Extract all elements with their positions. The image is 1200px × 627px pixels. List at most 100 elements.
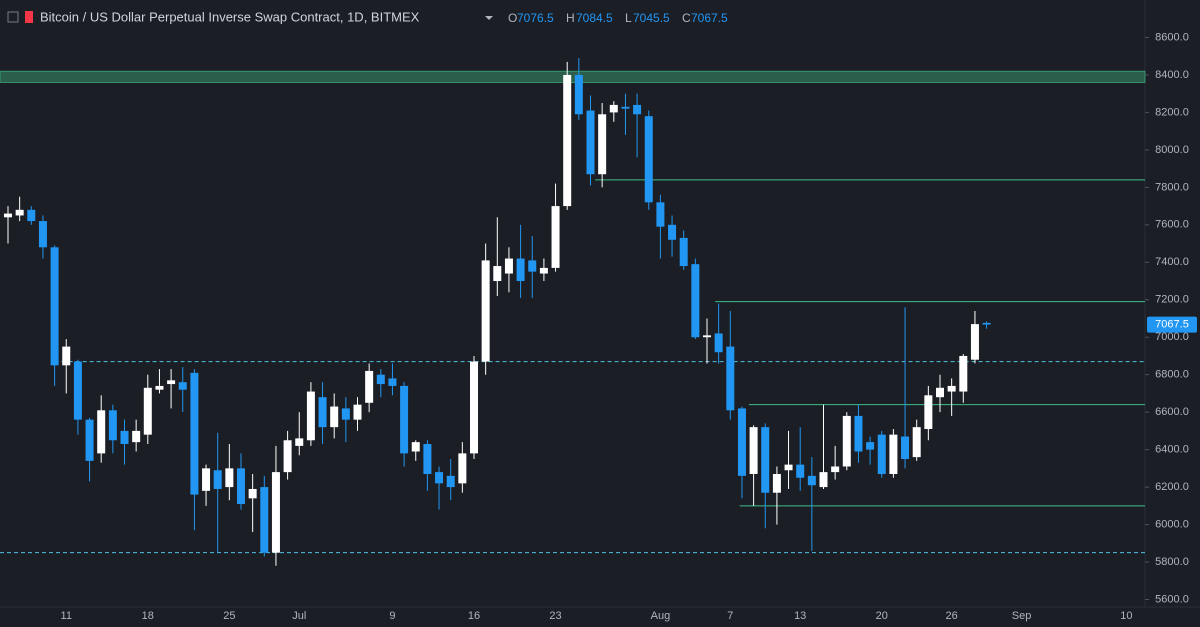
candle-body	[97, 410, 106, 454]
candle-body	[353, 404, 362, 420]
candle-body	[493, 266, 502, 282]
low-key: L	[625, 11, 632, 25]
candle-body	[574, 74, 583, 115]
y-tick-label: 8600.0	[1155, 31, 1189, 43]
candle-body	[411, 442, 420, 452]
candle-body	[563, 74, 572, 207]
low-value: 7045.5	[633, 11, 670, 25]
x-tick-label: 11	[61, 610, 72, 622]
candle-body	[866, 442, 875, 450]
resistance-zone	[0, 70, 1146, 83]
close-value: 7067.5	[691, 11, 728, 25]
x-tick-label: 23	[549, 610, 561, 622]
y-tick-label: 6400.0	[1155, 444, 1189, 456]
candle-body	[50, 247, 59, 366]
y-tick-label: 5800.0	[1155, 556, 1189, 568]
candle-body	[481, 260, 490, 362]
candle-body	[901, 436, 910, 459]
candle-body	[120, 430, 129, 445]
high-key: H	[566, 11, 575, 25]
dropdown-icon[interactable]	[485, 16, 493, 20]
flag-icon[interactable]	[25, 11, 33, 23]
candle-body	[598, 114, 607, 175]
candle-body	[936, 387, 944, 398]
candle-body	[260, 487, 269, 553]
plot	[0, 58, 1146, 566]
candle-body	[668, 224, 677, 240]
candle-body	[656, 202, 665, 227]
candle-body	[178, 382, 187, 390]
y-tick-label: 7200.0	[1155, 294, 1189, 306]
candle-body	[679, 237, 688, 267]
candle-body	[528, 260, 537, 272]
x-tick-label: 18	[142, 610, 154, 622]
x-tick-label: 13	[794, 610, 806, 622]
candle-body	[796, 464, 805, 478]
price-tag-label: 7067.5	[1155, 318, 1189, 330]
candle-body	[737, 408, 746, 476]
y-tick-label: 8200.0	[1155, 106, 1189, 118]
y-tick-label: 7000.0	[1155, 331, 1189, 343]
candle-body	[982, 322, 991, 325]
y-tick-label: 7600.0	[1155, 219, 1189, 231]
candle-body	[15, 209, 24, 216]
candle-body	[912, 427, 921, 458]
y-tick-label: 6600.0	[1155, 406, 1189, 418]
candle-body	[633, 104, 642, 115]
y-tick-label: 7400.0	[1155, 256, 1189, 268]
candle-body	[446, 475, 455, 488]
candle-body	[621, 106, 630, 109]
y-tick-label: 7800.0	[1155, 181, 1189, 193]
candle-body	[306, 391, 315, 441]
candle-body	[435, 472, 444, 484]
candle-body	[749, 427, 758, 474]
candle-body	[726, 346, 735, 411]
candle-body	[761, 427, 770, 493]
candle-body	[330, 406, 339, 428]
y-tick-label: 8400.0	[1155, 69, 1189, 81]
candle-body	[85, 419, 94, 461]
symbol-icon[interactable]	[7, 11, 19, 23]
candle-body	[586, 110, 595, 175]
y-tick-label: 6800.0	[1155, 369, 1189, 381]
candle-body	[772, 473, 781, 493]
candle-body	[819, 472, 828, 488]
candle-body	[516, 258, 525, 282]
candle-body	[143, 387, 152, 435]
candle-body	[609, 104, 618, 113]
x-tick-label: Jul	[292, 610, 306, 622]
x-tick-label: 26	[946, 610, 958, 622]
candle-body	[889, 434, 898, 474]
x-tick-label: 25	[223, 610, 235, 622]
y-tick-label: 8000.0	[1155, 144, 1189, 156]
candle-body	[831, 466, 840, 473]
open-key: O	[508, 11, 517, 25]
price-tag	[1147, 316, 1197, 333]
candle-body	[38, 221, 47, 248]
x-tick-label: 7	[727, 610, 733, 622]
x-tick-label: Aug	[651, 610, 671, 622]
high-value: 7084.5	[576, 11, 613, 25]
candle-body	[225, 468, 234, 488]
candle-body	[959, 355, 968, 392]
x-tick-label: 9	[389, 610, 395, 622]
candle-body	[551, 206, 560, 268]
candle-body	[970, 324, 979, 360]
candle-body	[202, 468, 211, 491]
candle-body	[842, 415, 851, 467]
chart-title[interactable]: Bitcoin / US Dollar Perpetual Inverse Sw…	[40, 9, 420, 24]
candle-body	[877, 434, 886, 474]
x-tick-label: 16	[468, 610, 480, 622]
x-tick-label: 20	[876, 610, 888, 622]
candle-body	[423, 444, 432, 474]
x-tick-label: Sep	[1012, 610, 1032, 622]
candle-body	[644, 116, 653, 203]
candle-body	[73, 361, 82, 420]
candle-body	[388, 378, 397, 386]
candle-body	[458, 453, 467, 484]
candle-body	[190, 372, 199, 495]
y-tick-label: 6200.0	[1155, 481, 1189, 493]
